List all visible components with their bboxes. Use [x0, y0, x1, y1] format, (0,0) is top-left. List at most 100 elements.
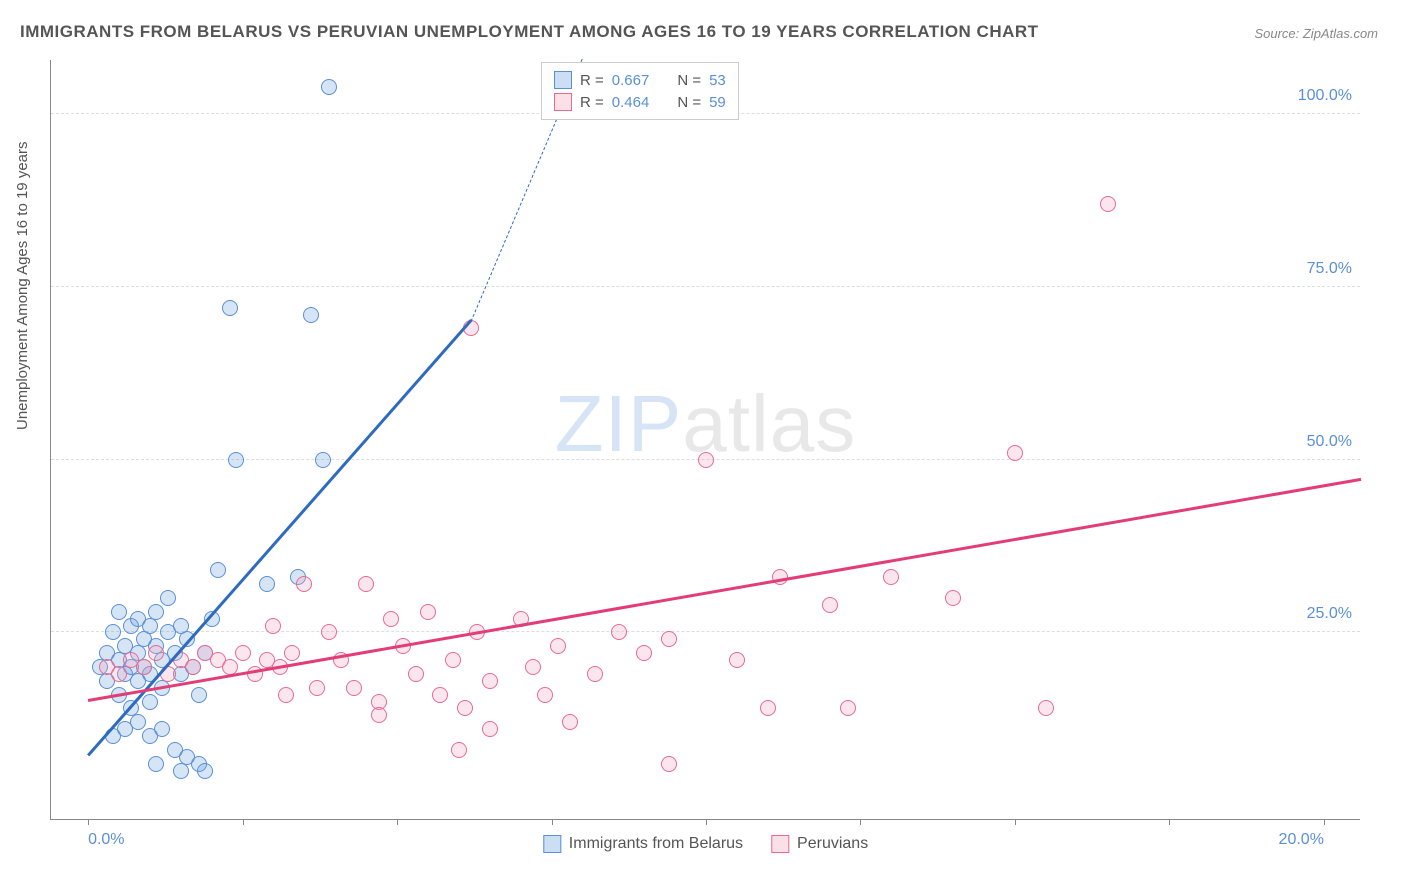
- legend-swatch: [554, 71, 572, 89]
- data-point: [105, 624, 121, 640]
- legend-swatch: [554, 93, 572, 111]
- data-point: [1038, 700, 1054, 716]
- data-point: [111, 604, 127, 620]
- data-point: [111, 666, 127, 682]
- data-point: [537, 687, 553, 703]
- data-point: [840, 700, 856, 716]
- data-point: [420, 604, 436, 620]
- data-point: [191, 687, 207, 703]
- data-point: [1007, 445, 1023, 461]
- data-point: [296, 576, 312, 592]
- x-tick: [706, 819, 707, 825]
- data-point: [197, 763, 213, 779]
- data-point: [482, 721, 498, 737]
- data-point: [945, 590, 961, 606]
- data-point: [160, 590, 176, 606]
- data-point: [210, 562, 226, 578]
- data-point: [587, 666, 603, 682]
- chart-source: Source: ZipAtlas.com: [1254, 26, 1378, 41]
- data-point: [698, 452, 714, 468]
- data-point: [154, 721, 170, 737]
- gridline-h: [51, 286, 1360, 287]
- data-point: [259, 576, 275, 592]
- legend-r-value: 0.464: [612, 94, 650, 111]
- data-point: [228, 452, 244, 468]
- data-point: [185, 659, 201, 675]
- data-point: [636, 645, 652, 661]
- data-point: [760, 700, 776, 716]
- data-point: [321, 624, 337, 640]
- data-point: [371, 707, 387, 723]
- x-legend-item: Peruvians: [771, 835, 868, 853]
- x-tick: [1324, 819, 1325, 825]
- x-tick: [860, 819, 861, 825]
- data-point: [661, 756, 677, 772]
- trend-line: [88, 478, 1361, 702]
- data-point: [550, 638, 566, 654]
- legend-n-value: 53: [709, 72, 726, 89]
- legend-n-value: 59: [709, 94, 726, 111]
- legend-r-label: R =: [580, 72, 604, 89]
- plot-area: ZIPatlas 25.0%50.0%75.0%100.0%0.0%20.0%R…: [50, 60, 1360, 820]
- y-tick-label: 100.0%: [1298, 87, 1352, 105]
- data-point: [284, 645, 300, 661]
- data-point: [457, 700, 473, 716]
- y-tick-label: 75.0%: [1307, 260, 1352, 278]
- data-point: [562, 714, 578, 730]
- correlation-legend: R = 0.667 N = 53 R = 0.464 N = 59: [541, 62, 739, 120]
- data-point: [321, 79, 337, 95]
- data-point: [278, 687, 294, 703]
- legend-row: R = 0.667 N = 53: [554, 69, 726, 91]
- legend-n-label: N =: [677, 72, 701, 89]
- data-point: [142, 618, 158, 634]
- data-point: [130, 714, 146, 730]
- series-name: Peruvians: [797, 835, 868, 853]
- gridline-h: [51, 631, 1360, 632]
- x-axis-legend: Immigrants from Belarus Peruvians: [535, 835, 876, 853]
- data-point: [148, 645, 164, 661]
- x-tick: [243, 819, 244, 825]
- data-point: [309, 680, 325, 696]
- x-tick: [88, 819, 89, 825]
- data-point: [136, 659, 152, 675]
- data-point: [265, 618, 281, 634]
- data-point: [222, 300, 238, 316]
- x-legend-item: Immigrants from Belarus: [543, 835, 743, 853]
- data-point: [822, 597, 838, 613]
- x-tick: [552, 819, 553, 825]
- data-point: [142, 694, 158, 710]
- legend-r-value: 0.667: [612, 72, 650, 89]
- data-point: [611, 624, 627, 640]
- legend-r-label: R =: [580, 94, 604, 111]
- data-point: [346, 680, 362, 696]
- data-point: [482, 673, 498, 689]
- data-point: [235, 645, 251, 661]
- y-axis-label: Unemployment Among Ages 16 to 19 years: [14, 141, 31, 430]
- chart-title: IMMIGRANTS FROM BELARUS VS PERUVIAN UNEM…: [20, 22, 1039, 42]
- x-tick-label: 0.0%: [88, 831, 124, 849]
- legend-swatch: [771, 835, 789, 853]
- data-point: [358, 576, 374, 592]
- y-tick-label: 50.0%: [1307, 433, 1352, 451]
- data-point: [883, 569, 899, 585]
- data-point: [1100, 196, 1116, 212]
- legend-row: R = 0.464 N = 59: [554, 91, 726, 113]
- x-tick-label: 20.0%: [1279, 831, 1324, 849]
- data-point: [148, 756, 164, 772]
- y-tick-label: 25.0%: [1307, 605, 1352, 623]
- series-name: Immigrants from Belarus: [569, 835, 743, 853]
- legend-n-label: N =: [677, 94, 701, 111]
- data-point: [445, 652, 461, 668]
- data-point: [432, 687, 448, 703]
- data-point: [451, 742, 467, 758]
- legend-swatch: [543, 835, 561, 853]
- data-point: [661, 631, 677, 647]
- data-point: [303, 307, 319, 323]
- x-tick: [397, 819, 398, 825]
- x-tick: [1169, 819, 1170, 825]
- data-point: [408, 666, 424, 682]
- data-point: [315, 452, 331, 468]
- x-tick: [1015, 819, 1016, 825]
- data-point: [525, 659, 541, 675]
- data-point: [173, 763, 189, 779]
